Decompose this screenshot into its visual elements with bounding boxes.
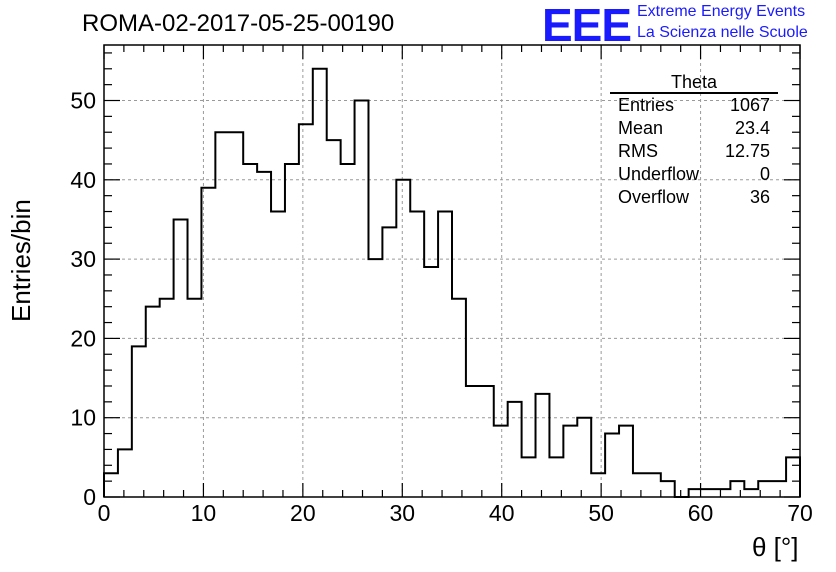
x-tick-label: 20 bbox=[290, 500, 316, 526]
histogram-bin bbox=[368, 259, 382, 497]
stats-row-overflow: Overflow 36 bbox=[610, 186, 778, 209]
histogram-bin bbox=[591, 473, 605, 497]
histogram-bin bbox=[480, 386, 494, 497]
histogram-bin bbox=[174, 219, 188, 497]
histogram-bin bbox=[201, 188, 215, 497]
histogram-bin bbox=[522, 457, 536, 497]
y-tick-label: 50 bbox=[70, 88, 96, 114]
histogram-bin bbox=[744, 489, 758, 497]
histogram-bin bbox=[772, 481, 786, 497]
x-tick-label: 40 bbox=[489, 500, 515, 526]
eee-logo: EEE bbox=[542, 0, 632, 51]
histogram-bin bbox=[452, 299, 466, 497]
stats-label: Overflow bbox=[618, 187, 690, 207]
histogram-bin bbox=[619, 426, 633, 497]
histogram-bin bbox=[313, 69, 327, 497]
histogram-bin bbox=[215, 132, 229, 497]
stats-label: Entries bbox=[618, 95, 675, 115]
histogram-bin bbox=[424, 267, 438, 497]
histogram-bin bbox=[661, 481, 675, 497]
histogram-bin bbox=[605, 434, 619, 497]
stats-title: Theta bbox=[610, 72, 778, 94]
histogram-outline bbox=[103, 67, 801, 498]
histogram-bin bbox=[633, 473, 647, 497]
histogram-bin bbox=[257, 172, 271, 497]
stats-row-entries: Entries 1067 bbox=[610, 94, 778, 117]
axis-tick-labels: 0 10 20 30 40 50 60 70 0 10 20 30 40 50 bbox=[70, 88, 812, 526]
x-tick-label: 10 bbox=[191, 500, 217, 526]
histogram-bin bbox=[243, 164, 257, 497]
axis-ticks bbox=[103, 45, 801, 498]
stats-label: Underflow bbox=[618, 164, 700, 184]
histogram-bin bbox=[494, 426, 508, 497]
histogram-bin bbox=[647, 473, 661, 497]
x-tick-label: 70 bbox=[787, 500, 813, 526]
stats-value: 36 bbox=[749, 187, 770, 207]
chart-title: ROMA-02-2017-05-25-00190 bbox=[82, 10, 395, 37]
stats-value: 1067 bbox=[729, 95, 770, 115]
histogram-bin bbox=[382, 227, 396, 497]
y-axis-label: Entries/bin bbox=[6, 199, 36, 322]
histogram-bin bbox=[466, 386, 480, 497]
histogram-bin bbox=[563, 426, 577, 497]
histogram-bin bbox=[703, 489, 717, 497]
logo-caption-line2: La Scienza nelle Scuole bbox=[637, 24, 808, 41]
histogram-bin bbox=[229, 132, 243, 497]
histogram-bin bbox=[341, 164, 355, 497]
logo-caption-line1: Extreme Energy Events bbox=[637, 3, 806, 20]
x-tick-label: 50 bbox=[588, 500, 614, 526]
x-axis-label: θ [°] bbox=[752, 532, 799, 562]
plot-frame bbox=[103, 44, 801, 498]
y-tick-label: 0 bbox=[83, 484, 96, 510]
histogram-bin bbox=[271, 212, 285, 497]
stats-label: Mean bbox=[618, 118, 664, 138]
stats-label: RMS bbox=[618, 141, 658, 161]
y-tick-label: 30 bbox=[70, 246, 96, 272]
y-tick-label: 40 bbox=[70, 167, 96, 193]
stats-row-rms: RMS 12.75 bbox=[610, 140, 778, 163]
histogram-bin bbox=[410, 212, 424, 497]
histogram-bin bbox=[536, 394, 550, 497]
x-tick-label: 30 bbox=[389, 500, 415, 526]
y-tick-label: 10 bbox=[70, 405, 96, 431]
stats-row-mean: Mean 23.4 bbox=[610, 117, 778, 140]
histogram-bin bbox=[508, 402, 522, 497]
histogram-bin bbox=[118, 449, 132, 497]
histogram-bin bbox=[355, 101, 369, 497]
histogram-bars bbox=[103, 67, 801, 498]
histogram-bin bbox=[577, 418, 591, 497]
stats-box: Theta Entries 1067 Mean 23.4 RMS 12.75 U… bbox=[610, 72, 778, 209]
x-tick-label: 60 bbox=[688, 500, 714, 526]
histogram-bin bbox=[104, 473, 118, 497]
histogram-bin bbox=[132, 346, 146, 497]
y-tick-label: 20 bbox=[70, 325, 96, 351]
histogram-bin bbox=[188, 299, 202, 497]
histogram-bin bbox=[327, 140, 341, 497]
histogram-bin bbox=[786, 457, 800, 497]
stats-row-underflow: Underflow 0 bbox=[610, 163, 778, 186]
histogram-bin bbox=[730, 481, 744, 497]
histogram-bin bbox=[160, 299, 174, 497]
histogram-bin bbox=[438, 212, 452, 497]
histogram-bin bbox=[146, 307, 160, 497]
x-tick-label: 0 bbox=[98, 500, 111, 526]
stats-value: 23.4 bbox=[734, 118, 770, 138]
stats-value: 12.75 bbox=[724, 141, 770, 161]
histogram-bin bbox=[285, 164, 299, 497]
stats-value: 0 bbox=[759, 164, 770, 184]
histogram-bin bbox=[716, 489, 730, 497]
